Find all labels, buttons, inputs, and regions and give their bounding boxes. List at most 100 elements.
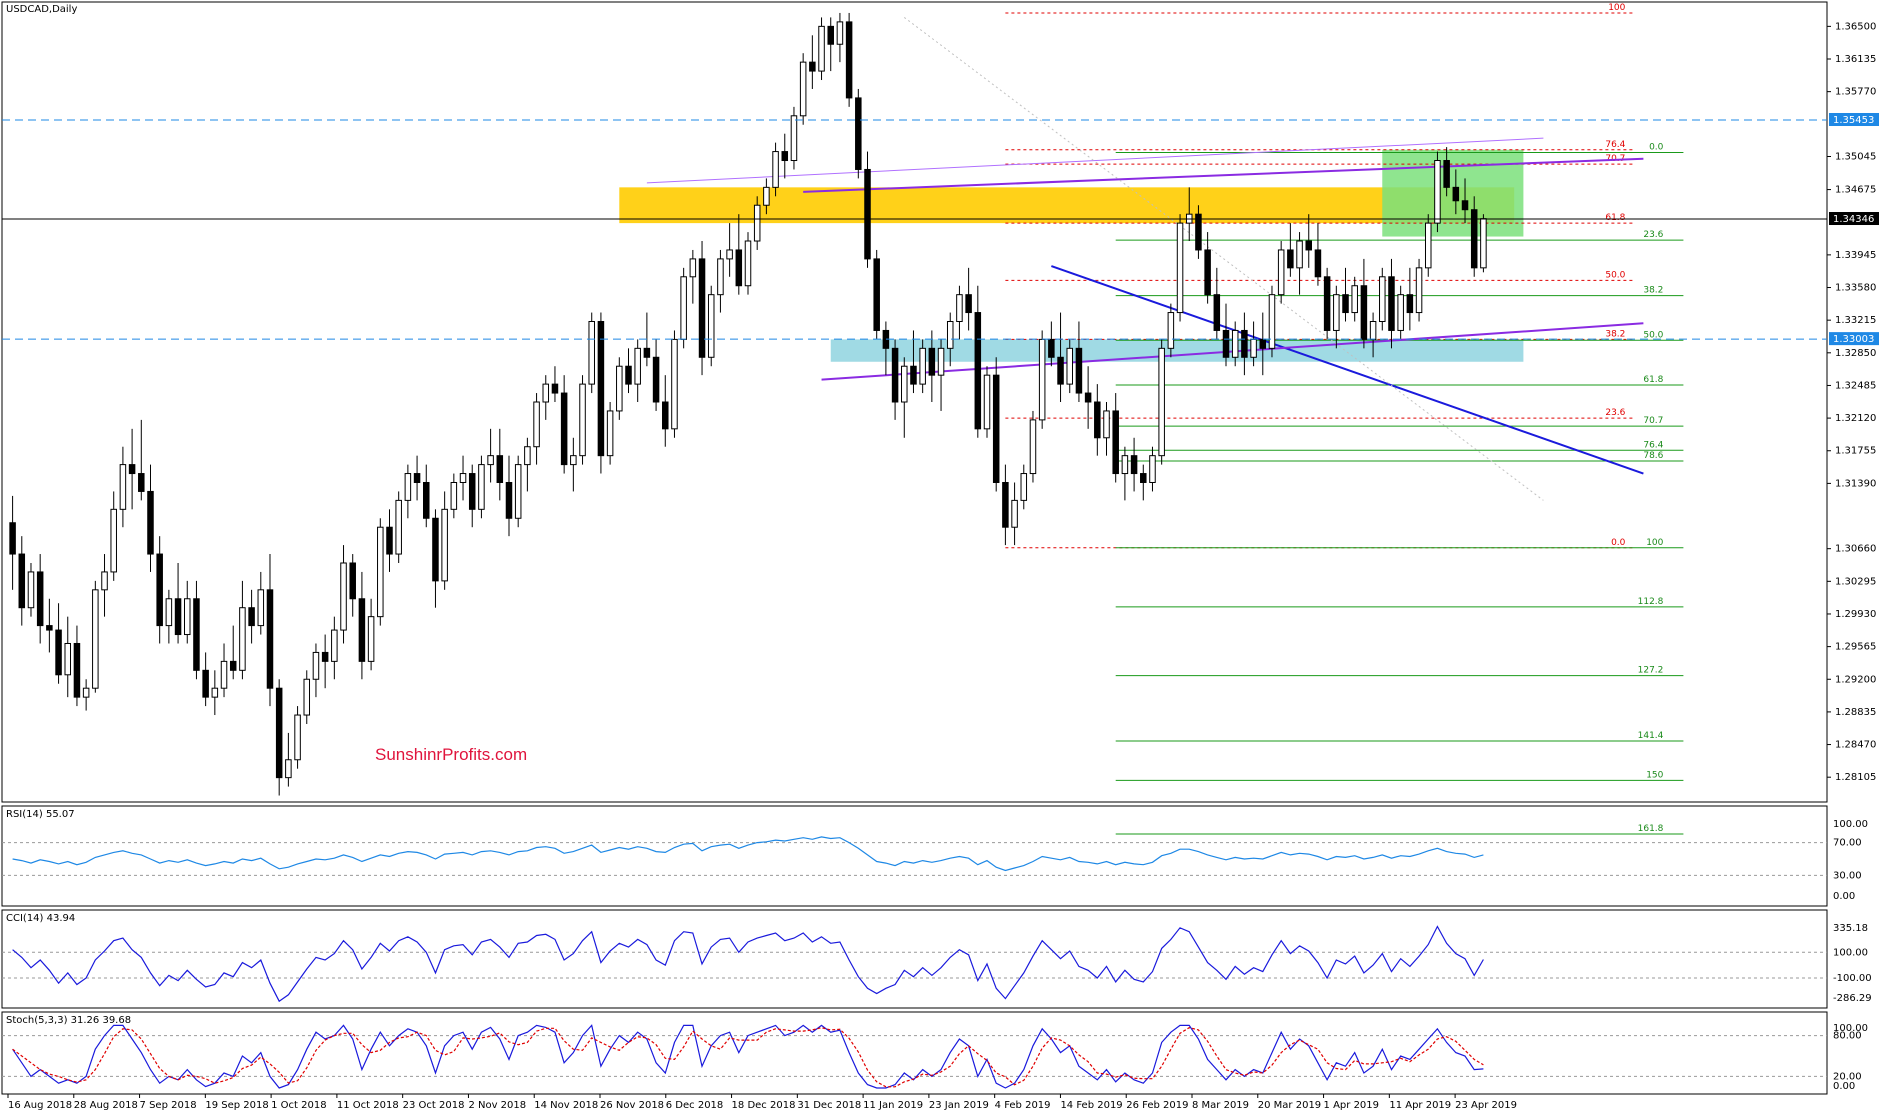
- candle-body: [275, 687, 283, 779]
- indicator-tick-label: 70.00: [1833, 838, 1862, 849]
- candle-body: [1048, 338, 1055, 358]
- candle-body: [717, 258, 724, 296]
- price-tick-label: 1.29200: [1835, 674, 1876, 685]
- red-fib-label: 38.2: [1605, 329, 1625, 339]
- candle-body: [55, 629, 62, 676]
- price-tick-label: 1.33945: [1835, 250, 1876, 261]
- candle-body: [211, 687, 219, 698]
- red-fib-label: 76.4: [1605, 140, 1625, 150]
- indicator-bottom-label: 0.00: [1833, 1081, 1855, 1092]
- candle-body: [873, 258, 880, 331]
- price-highlight-box: [1829, 113, 1879, 127]
- candle-body: [294, 714, 301, 761]
- candle-body: [229, 660, 237, 671]
- red-fib-label: 0.0: [1611, 538, 1626, 548]
- candle-body: [377, 526, 384, 618]
- candle-body: [183, 598, 191, 636]
- indicator-tick-label: -100.00: [1833, 973, 1872, 984]
- purple-channel-upper: [803, 157, 1644, 193]
- candle-body: [478, 464, 485, 510]
- candle-body: [1149, 455, 1156, 483]
- candle-body: [680, 276, 687, 340]
- candle-body: [735, 249, 743, 287]
- price-tick-label: 1.28470: [1835, 740, 1876, 751]
- candle-body: [496, 455, 504, 483]
- stoch-signal-series: [12, 1027, 1484, 1088]
- trend-lines: [646, 17, 1644, 501]
- candle-body: [1277, 249, 1285, 296]
- candle-body: [1176, 222, 1184, 314]
- green-fib-label: 161.8: [1638, 824, 1664, 834]
- candle-body: [395, 499, 402, 555]
- green-fib-label: 100: [1646, 538, 1663, 548]
- candle-body: [1020, 473, 1028, 501]
- candle-body: [340, 562, 347, 631]
- candle-body: [1167, 312, 1175, 349]
- candle-body: [514, 464, 522, 519]
- date-tick-label: 23 Jan 2019: [929, 1100, 989, 1111]
- indicator-tick-label: 30.00: [1833, 870, 1862, 881]
- candle-body: [450, 481, 458, 510]
- candle-body: [606, 410, 614, 457]
- candle-body: [321, 651, 329, 662]
- candle-body: [1406, 294, 1414, 314]
- candle-body: [1011, 499, 1018, 528]
- candle-body: [174, 598, 182, 636]
- candle-body: [1250, 338, 1257, 358]
- candle-body: [1268, 294, 1276, 349]
- candle-body: [1388, 276, 1395, 331]
- candle-body: [119, 464, 127, 510]
- candle-body: [845, 21, 853, 99]
- date-tick-label: 11 Jan 2019: [863, 1100, 923, 1111]
- candle-body: [671, 338, 678, 430]
- date-tick-label: 26 Nov 2018: [600, 1100, 664, 1111]
- date-tick-label: 4 Feb 2019: [995, 1100, 1051, 1111]
- price-tick-label: 1.34675: [1835, 185, 1876, 196]
- candle-body: [1314, 249, 1322, 278]
- candle-body: [689, 258, 697, 278]
- candle-body: [1084, 392, 1092, 403]
- candle-body: [1369, 321, 1377, 340]
- price-tick-label: 1.29930: [1835, 609, 1876, 620]
- candle-body: [165, 598, 173, 627]
- rsi-line: 70.00 30.00 100.00 0.00: [2, 819, 1868, 902]
- candle-body: [441, 508, 448, 582]
- candle-body: [64, 642, 72, 676]
- candle-body: [1130, 455, 1138, 475]
- candle-body: [101, 571, 108, 591]
- candle-body: [827, 25, 834, 45]
- candle-body: [698, 258, 706, 358]
- stoch-label: Stoch(5,3,3) 31.26 39.68: [6, 1015, 131, 1026]
- candle-body: [560, 392, 568, 466]
- rsi-panel: RSI(14) 55.07 70.00 30.00 100.00 0.00: [1, 805, 1868, 907]
- candle-body: [1452, 186, 1460, 202]
- stoch-panel: Stoch(5,3,3) 31.26 39.68 80.00 20.00 100.0…: [1, 1011, 1868, 1095]
- resistance-zone-yellow: [619, 187, 1515, 224]
- candle-body: [1443, 160, 1450, 188]
- price-tick-label: 1.33215: [1835, 315, 1876, 326]
- candle-body: [1461, 200, 1469, 211]
- candle-body: [809, 61, 816, 72]
- date-tick-label: 6 Dec 2018: [666, 1100, 724, 1111]
- candle-body: [46, 625, 53, 631]
- candle-body: [248, 607, 255, 627]
- candle-body: [1424, 222, 1432, 269]
- candle-body: [726, 249, 733, 260]
- candle-body: [423, 481, 430, 519]
- price-tick-label: 1.29565: [1835, 642, 1876, 653]
- indicator-tick-label: 20.00: [1833, 1071, 1862, 1082]
- candle-body: [1379, 276, 1386, 323]
- price-tick-label: 1.28835: [1835, 707, 1876, 718]
- candle-body: [634, 347, 641, 385]
- candle-body: [1029, 419, 1037, 475]
- price-tick-label: 1.30660: [1835, 544, 1876, 555]
- price-tick-label: 1.32120: [1835, 413, 1876, 424]
- candle-body: [1231, 329, 1239, 358]
- green-fib-label: 38.2: [1643, 286, 1663, 296]
- date-tick-label: 28 Aug 2018: [74, 1100, 138, 1111]
- candle-body: [459, 473, 467, 483]
- watermark: SunshinrProfits.com: [375, 745, 527, 764]
- candle-body: [1121, 455, 1129, 475]
- candle-body: [257, 589, 265, 627]
- date-tick-label: 14 Feb 2019: [1060, 1100, 1122, 1111]
